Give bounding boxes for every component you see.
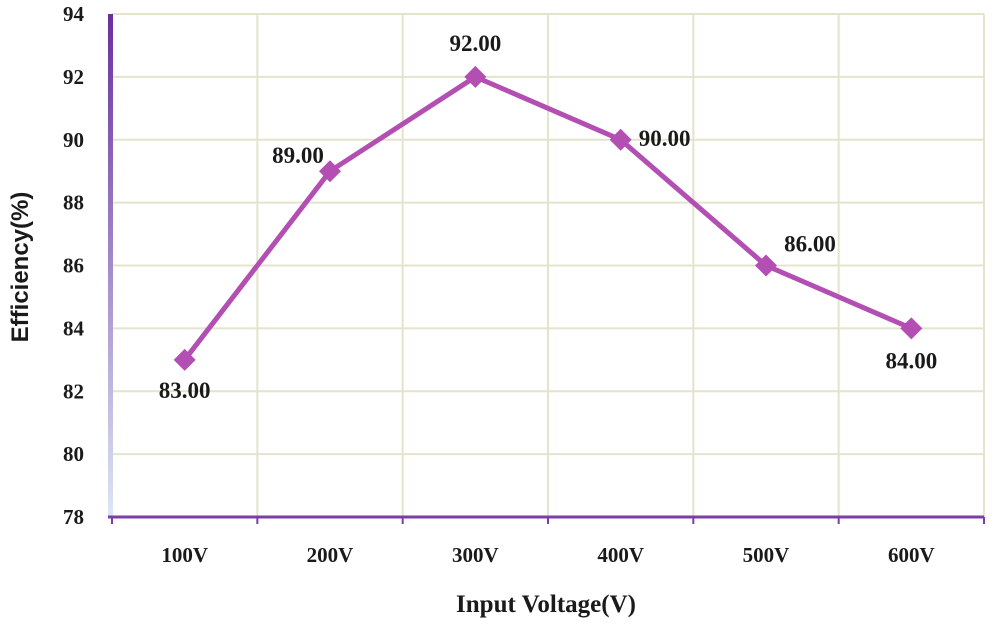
data-point [173, 348, 196, 371]
y-axis-line [108, 14, 113, 517]
data-point [319, 160, 341, 183]
data-label: 84.00 [885, 348, 937, 373]
x-tick-label: 300V [452, 543, 499, 567]
x-tick-label: 600V [888, 543, 935, 567]
x-tick-label: 500V [743, 543, 790, 567]
y-tick-label: 84 [63, 316, 85, 340]
y-tick-labels: 78 80 82 84 86 88 90 92 94 [63, 2, 85, 529]
data-point [464, 65, 487, 88]
series-line [182, 74, 913, 362]
x-axis-title: Input Voltage(V) [456, 591, 636, 618]
data-point [609, 128, 632, 151]
data-labels: 83.00 89.00 92.00 90.00 86.00 84.00 [159, 31, 937, 403]
y-tick-label: 86 [63, 254, 84, 278]
x-tick-marks [111, 517, 985, 524]
y-tick-label: 94 [63, 2, 85, 26]
y-tick-label: 90 [63, 128, 84, 152]
y-axis-title: Efficiency(%) [7, 192, 34, 343]
data-label: 83.00 [159, 378, 211, 403]
gridlines [112, 13, 985, 518]
data-label: 92.00 [449, 31, 501, 56]
x-tick-label: 400V [597, 543, 644, 567]
y-tick-label: 88 [63, 191, 84, 215]
y-tick-label: 92 [63, 65, 84, 89]
y-tick-label: 82 [63, 379, 84, 403]
x-tick-labels: 100V 200V 300V 400V 500V 600V [161, 543, 934, 567]
series-efficiency [173, 65, 923, 371]
x-tick-label: 100V [161, 543, 208, 567]
y-tick-label: 78 [63, 505, 84, 529]
data-point [900, 317, 923, 340]
data-label: 89.00 [272, 143, 324, 168]
x-tick-label: 200V [307, 543, 354, 567]
data-point [755, 254, 777, 277]
data-label: 90.00 [639, 126, 691, 151]
y-tick-label: 80 [63, 442, 84, 466]
data-label: 86.00 [784, 232, 836, 257]
